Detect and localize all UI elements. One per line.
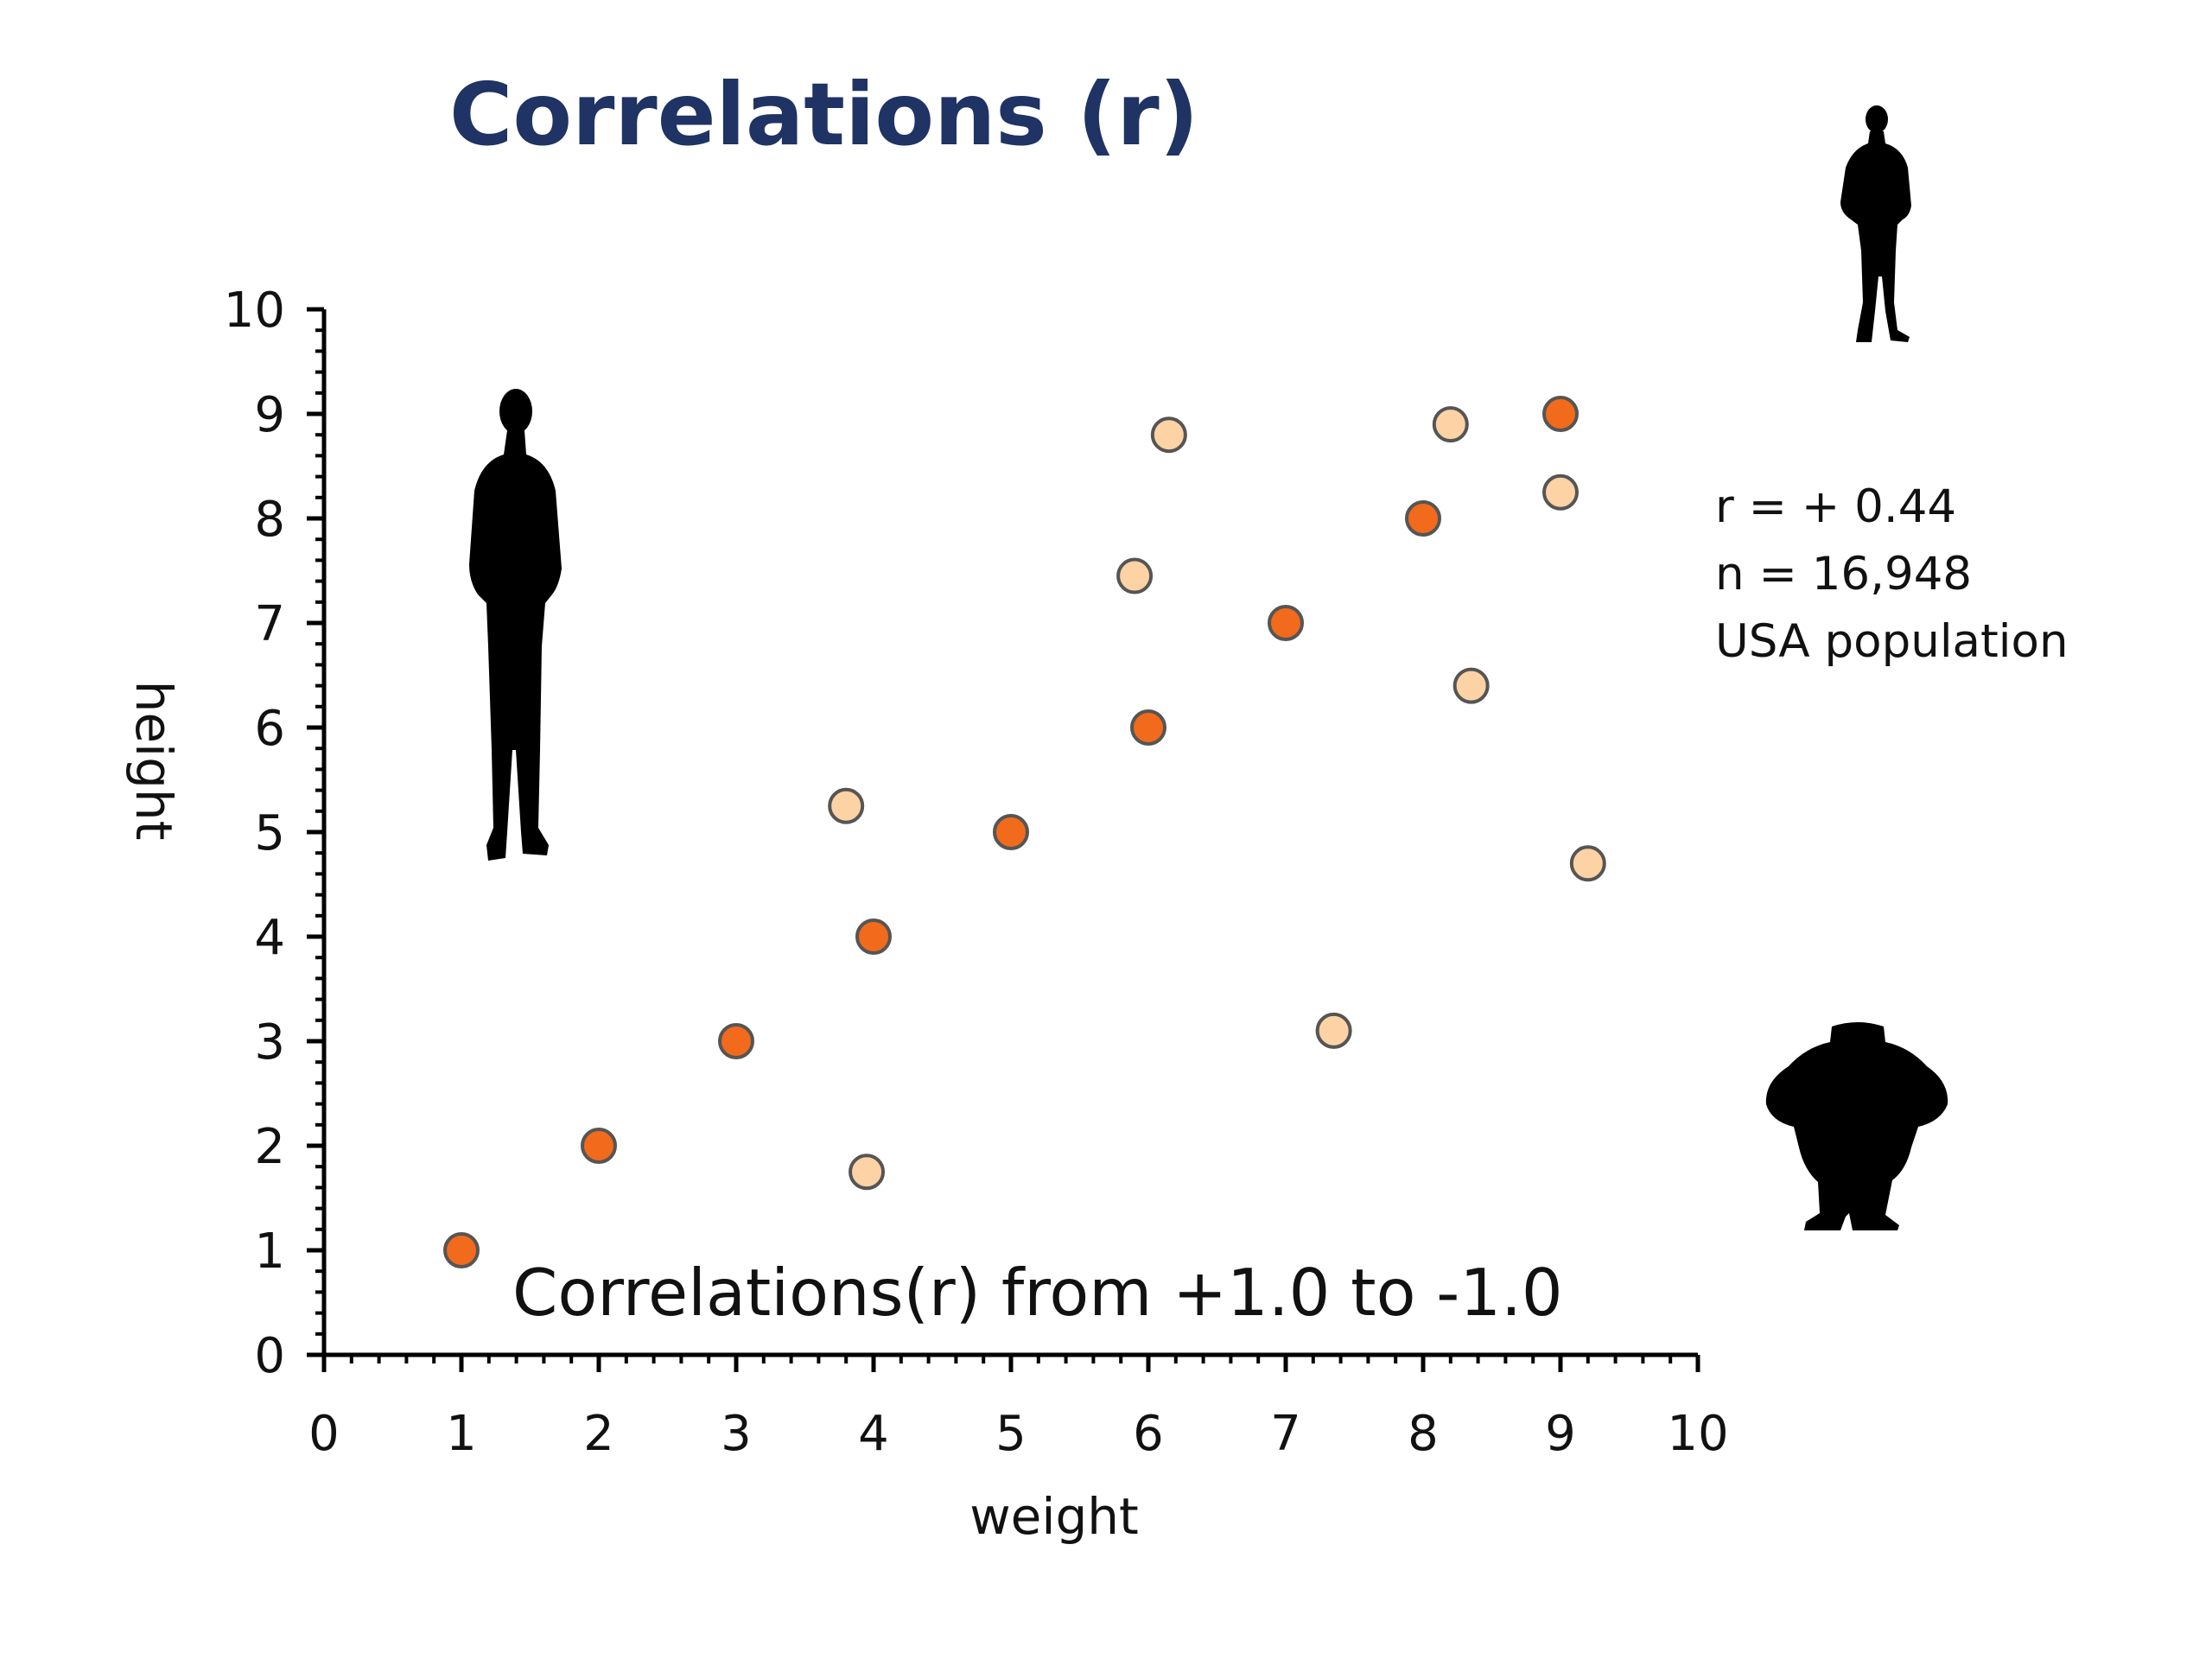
population-point bbox=[1569, 845, 1606, 882]
perfect-correlation-point bbox=[581, 1128, 617, 1164]
population-point bbox=[828, 787, 865, 824]
x-tick-label: 1 bbox=[446, 1406, 477, 1462]
wide-person-silhouette-icon bbox=[1765, 1022, 1948, 1230]
x-tick-label: 8 bbox=[1408, 1406, 1439, 1462]
y-tick-label: 3 bbox=[254, 1014, 285, 1071]
y-tick-label: 2 bbox=[254, 1119, 285, 1175]
y-tick-label: 8 bbox=[254, 492, 285, 548]
y-tick-label: 7 bbox=[254, 596, 285, 652]
y-tick-label: 10 bbox=[224, 283, 285, 339]
perfect-correlation-point bbox=[718, 1023, 754, 1059]
population-point bbox=[1542, 474, 1579, 511]
chart-subtitle: Correlations(r) from +1.0 to -1.0 bbox=[512, 1255, 1563, 1331]
y-tick-label: 0 bbox=[254, 1328, 285, 1384]
x-tick-label: 10 bbox=[1667, 1406, 1728, 1462]
x-tick-label: 4 bbox=[858, 1406, 889, 1462]
population-point bbox=[849, 1154, 886, 1191]
tall-person-silhouette-icon bbox=[469, 389, 562, 861]
x-tick-label: 2 bbox=[583, 1406, 614, 1462]
chart-title: Correlations (r) bbox=[449, 64, 1199, 165]
x-tick-label: 9 bbox=[1545, 1406, 1576, 1462]
short-person-silhouette-icon bbox=[1840, 105, 1911, 342]
axes: 0 1 2 3 4 5 6 7 8 9 10 0 1 2 3 4 5 6 7 8 9 10 bbox=[224, 283, 1729, 1462]
y-tick-label: 9 bbox=[254, 387, 285, 443]
y-axis-label: height bbox=[124, 681, 183, 841]
perfect-correlation-point bbox=[443, 1232, 480, 1268]
population-point bbox=[1116, 557, 1154, 594]
x-tick-label: 6 bbox=[1133, 1406, 1164, 1462]
population-point bbox=[1452, 667, 1490, 704]
perfect-correlation-point bbox=[993, 814, 1029, 850]
population-point bbox=[1432, 406, 1469, 443]
r-value: r = + 0.44 bbox=[1715, 480, 1957, 533]
sample-size: n = 16,948 bbox=[1715, 548, 1973, 601]
population-point bbox=[1315, 1012, 1352, 1049]
x-tick-label: 0 bbox=[308, 1406, 340, 1462]
perfect-correlation-point bbox=[1268, 605, 1304, 641]
x-tick-label: 5 bbox=[995, 1406, 1027, 1462]
y-tick-label: 6 bbox=[254, 701, 285, 757]
y-tick-label: 5 bbox=[254, 805, 285, 861]
population-label: USA population bbox=[1715, 615, 2069, 668]
y-tick-label: 4 bbox=[254, 910, 285, 966]
correlation-stats: r = + 0.44 n = 16,948 USA population bbox=[1715, 474, 2069, 676]
x-axis-label: weight bbox=[969, 1487, 1139, 1546]
perfect-correlation-point bbox=[1542, 396, 1579, 432]
x-tick-label: 7 bbox=[1270, 1406, 1301, 1462]
perfect-correlation-point bbox=[1130, 709, 1166, 746]
y-tick-label: 1 bbox=[254, 1224, 285, 1280]
perfect-correlation-point bbox=[855, 918, 892, 955]
x-tick-label: 3 bbox=[721, 1406, 752, 1462]
data-points bbox=[443, 396, 1606, 1268]
perfect-correlation-point bbox=[1405, 500, 1441, 537]
population-point bbox=[1150, 416, 1187, 454]
